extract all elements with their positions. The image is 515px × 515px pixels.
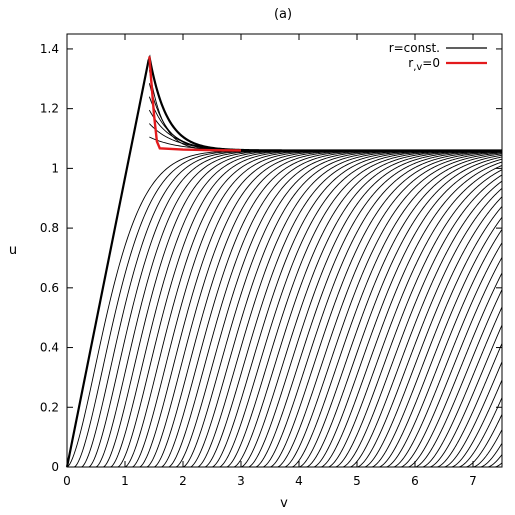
contour-line [414,289,503,468]
y-tick-label: 1.4 [40,42,59,56]
contour-curves [65,54,503,468]
x-axis-label: v [280,496,288,511]
x-tick-label: 5 [353,474,361,488]
contour-line [219,150,502,468]
contour-line [190,150,502,468]
contour-line [436,343,503,468]
contour-line [255,150,503,468]
legend-entry-r-v-0: r,v=0 [408,56,487,73]
chart-title: (a) [274,7,292,22]
contour-line [197,150,502,468]
x-tick-label: 4 [295,474,303,488]
contour-line [320,161,503,468]
contour-line [393,242,503,468]
contour-line [149,136,502,151]
contour-line [284,152,503,468]
contour-line [291,153,503,468]
contour-line [458,397,503,468]
contour-line [148,69,502,151]
red-curve [148,56,242,152]
x-axis-ticks: 0 1 2 3 4 5 6 7 [63,34,477,488]
plot-frame [66,33,503,468]
contour-line [139,150,502,468]
y-tick-label: 0.8 [40,221,59,235]
contour-line [277,151,503,468]
contour-line [148,109,502,151]
contour-line [364,196,503,468]
y-axis-label: u [9,243,17,258]
legend-label-r-v-0: r,v=0 [408,56,440,73]
contour-line [494,462,503,468]
contour-line [407,272,503,468]
contour-line [473,429,503,468]
red-curve-group [148,56,242,152]
contour-line [95,150,502,468]
contour-line [349,180,503,468]
y-axis-ticks: 0 0.2 0.4 0.6 0.8 1 1.2 1.4 [40,42,502,474]
legend: r=const. r,v=0 [389,41,487,73]
contour-line [248,150,503,468]
contour-line [400,257,503,468]
contour-line [153,150,502,468]
contour-line [443,361,503,468]
legend-label-r-const: r=const. [389,41,440,55]
x-tick-label: 0 [63,474,71,488]
y-tick-label: 1.2 [40,102,59,116]
contour-line [371,206,503,468]
x-tick-label: 2 [179,474,187,488]
x-tick-label: 6 [411,474,419,488]
contour-line [335,169,503,468]
contour-line [306,156,503,468]
contour-line [465,414,503,468]
x-tick-label: 7 [469,474,477,488]
contour-line [298,154,503,468]
contour-line [313,158,503,468]
legend-entry-r-const: r=const. [389,41,487,55]
x-tick-label: 3 [237,474,245,488]
contour-line [487,454,503,468]
contour-line [422,306,503,468]
y-tick-label: 0.2 [40,400,59,414]
contour-line [378,216,503,468]
contour-line [480,443,503,468]
contour-line [148,83,502,151]
x-tick-label: 1 [121,474,129,488]
contour-line [429,324,503,468]
contour-line [327,165,503,468]
contour-line [262,150,503,468]
contour-line [148,96,502,151]
contour-line [451,379,503,468]
contour-line [240,150,502,468]
y-tick-label: 0.6 [40,281,59,295]
contour-line [110,150,502,468]
y-tick-label: 0.4 [40,341,59,355]
y-tick-label: 1 [51,161,59,175]
contour-line [342,174,503,468]
y-tick-label: 0 [51,460,59,474]
contour-line [356,187,503,468]
contour-line [385,229,503,468]
contour-line [269,151,503,468]
